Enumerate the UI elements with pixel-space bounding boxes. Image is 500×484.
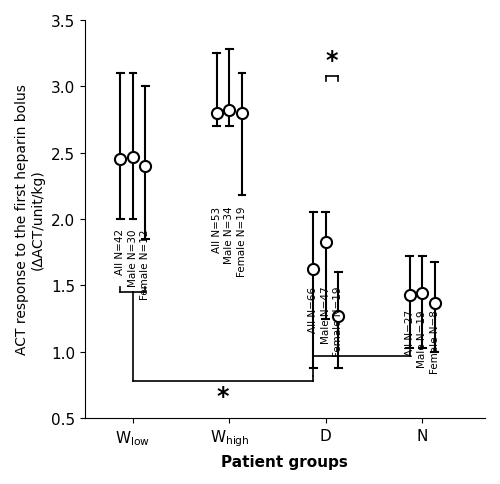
Text: Female N=19: Female N=19 (237, 206, 247, 277)
Text: All N=27: All N=27 (405, 310, 415, 356)
Text: All N=42: All N=42 (116, 229, 126, 275)
Text: Female N=12: Female N=12 (140, 229, 150, 299)
Text: Female N=8: Female N=8 (430, 310, 440, 373)
Y-axis label: ACT response to the first heparin bolus
(∆ACT/unit/kg): ACT response to the first heparin bolus … (15, 84, 45, 355)
Text: Male N=34: Male N=34 (224, 206, 234, 264)
Text: All N=53: All N=53 (212, 206, 222, 252)
Text: Female N=19: Female N=19 (334, 286, 344, 356)
Text: All N=66: All N=66 (308, 286, 318, 332)
X-axis label: Patient groups: Patient groups (222, 454, 348, 469)
Text: Male N=30: Male N=30 (128, 229, 138, 286)
Text: *: * (217, 384, 230, 408)
Text: Male N=19: Male N=19 (418, 310, 428, 367)
Text: Male N=47: Male N=47 (321, 286, 331, 343)
Text: *: * (326, 49, 338, 73)
